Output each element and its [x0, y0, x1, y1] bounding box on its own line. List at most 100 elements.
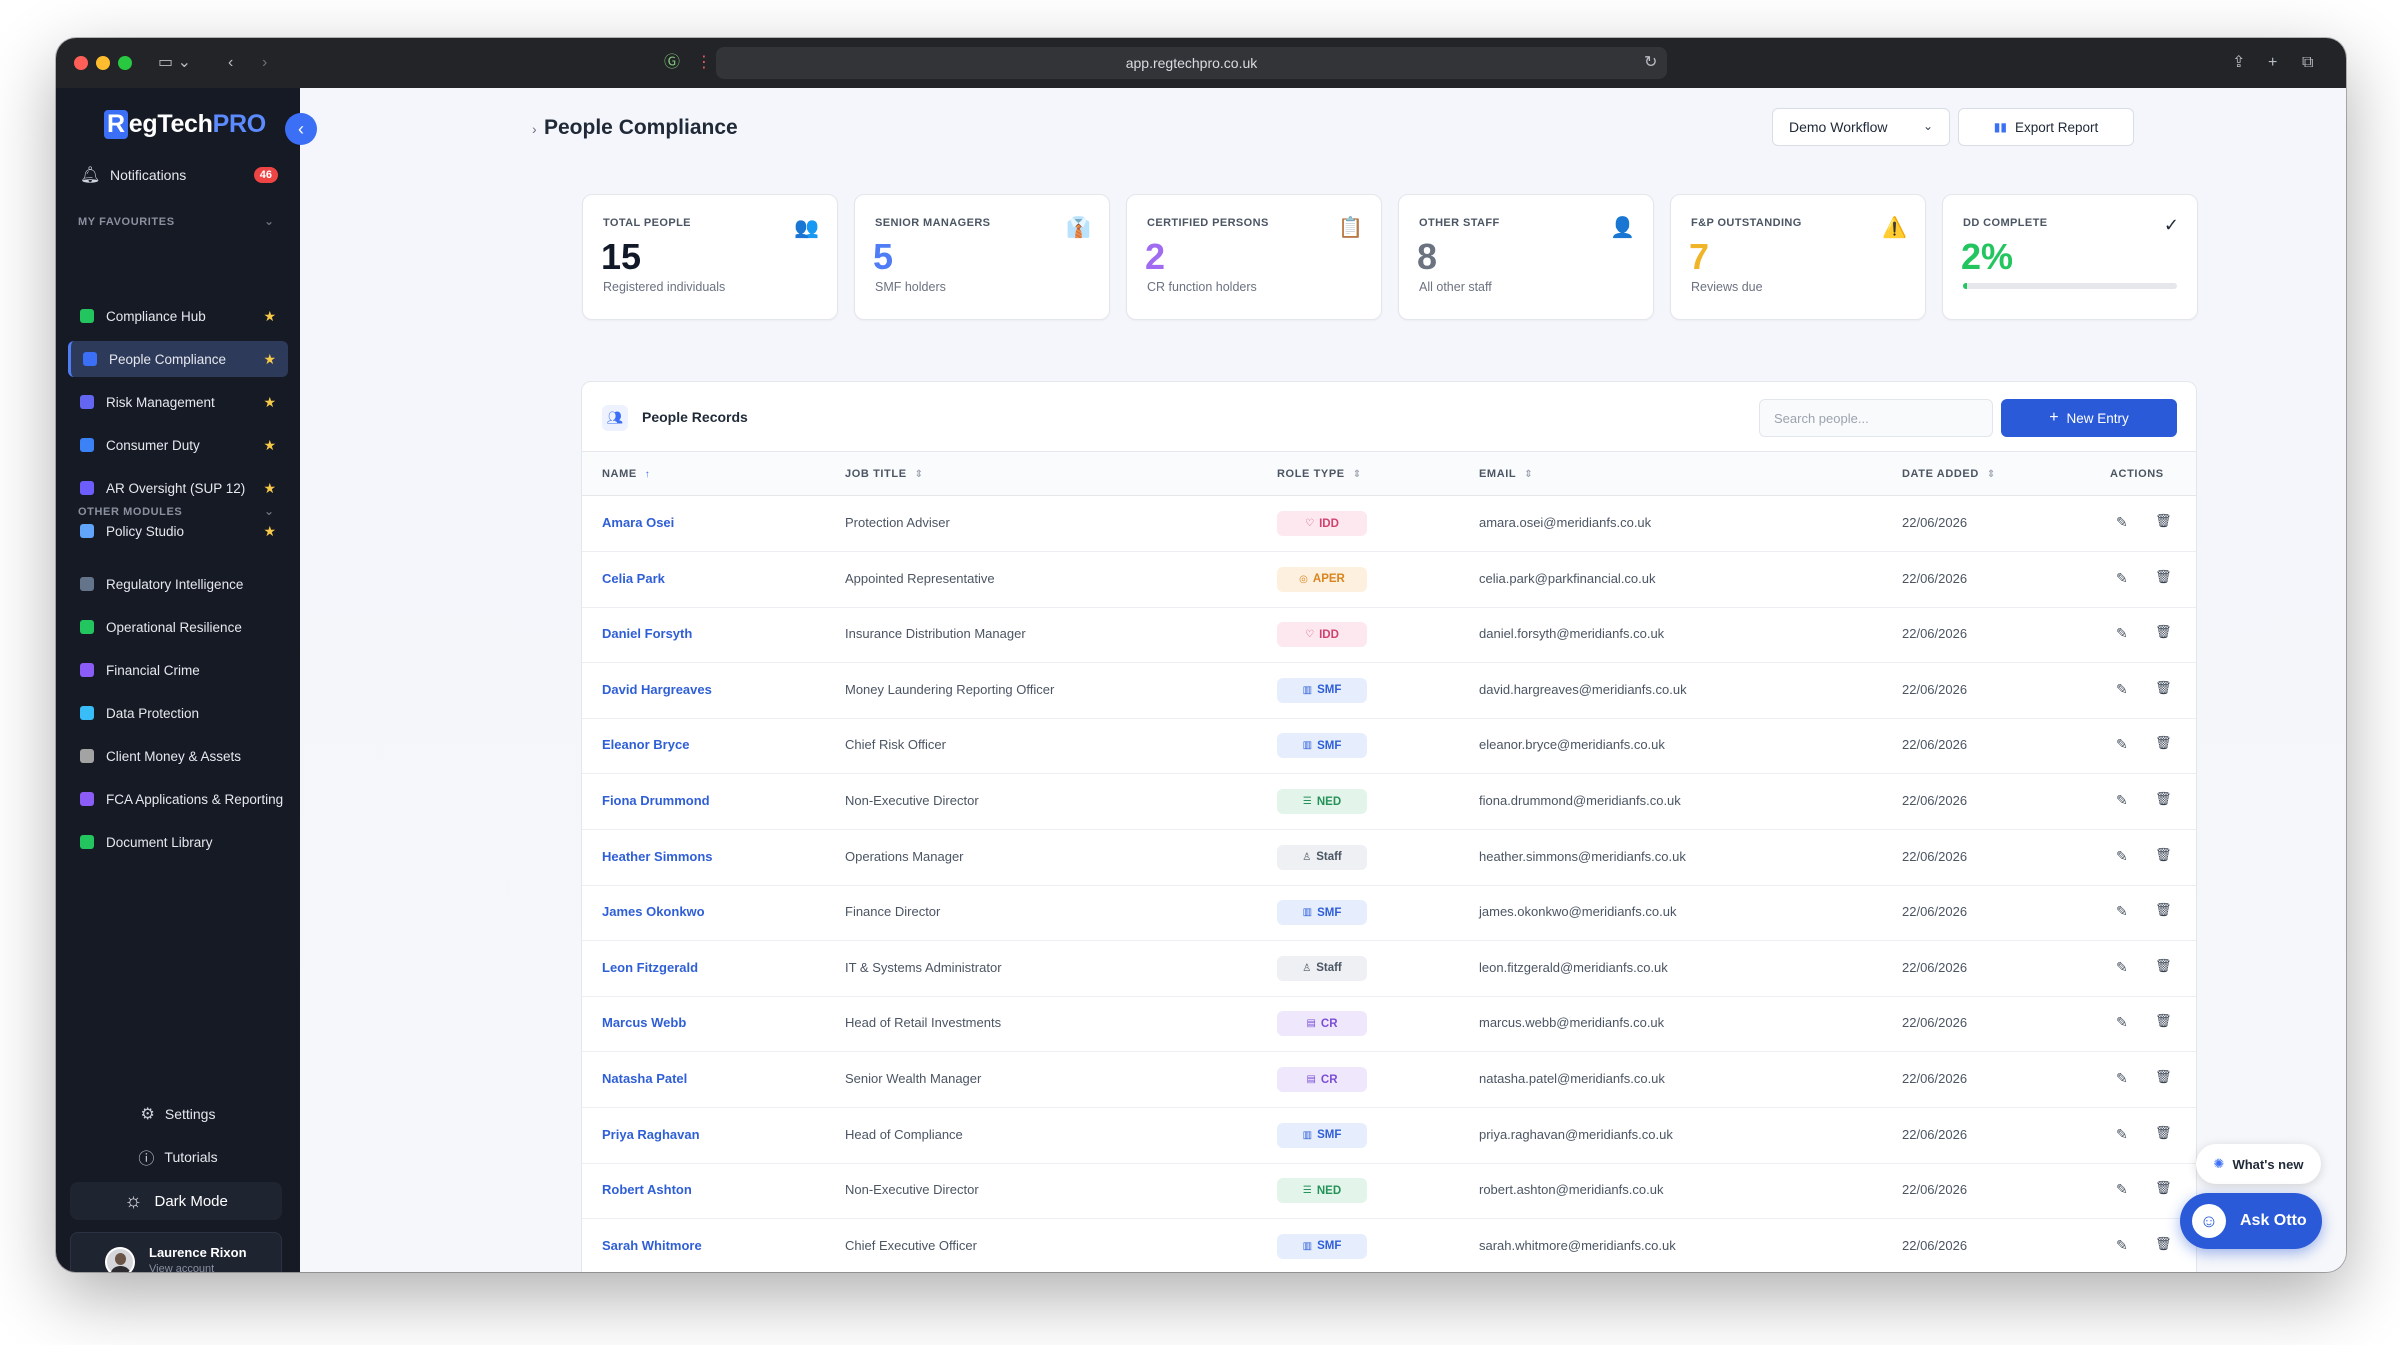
trash-icon[interactable]: 🗑︎: [2155, 568, 2172, 584]
trash-icon[interactable]: 🗑︎: [2155, 1180, 2172, 1196]
table-row[interactable]: Daniel Forsyth Insurance Distribution Man…: [582, 607, 2196, 664]
star-icon[interactable]: ★: [263, 350, 276, 367]
star-icon[interactable]: ★: [263, 479, 276, 496]
new-entry-button[interactable]: + New Entry: [2001, 399, 2177, 437]
person-name-link[interactable]: Marcus Webb: [602, 1015, 687, 1031]
edit-icon[interactable]: ✎: [2116, 792, 2128, 808]
edit-icon[interactable]: ✎: [2116, 903, 2128, 920]
person-name-link[interactable]: Robert Ashton: [602, 1182, 692, 1198]
table-row[interactable]: Priya Raghavan Head of Compliance ▥ SMF priy…: [582, 1108, 2196, 1164]
table-row[interactable]: Marcus Webb Head of Retail Investments ▤ CR…: [582, 996, 2196, 1053]
sidebar-item-client-money-assets[interactable]: Client Money & Assets: [68, 738, 288, 774]
edit-icon[interactable]: ✎: [2116, 847, 2128, 864]
dark-mode-toggle[interactable]: ☼ Dark Mode: [70, 1182, 282, 1220]
trash-icon[interactable]: 🗑︎: [2155, 957, 2172, 973]
sidebar-item-people-compliance[interactable]: People Compliance ★: [68, 341, 288, 377]
column-header-name[interactable]: NAME ↑: [602, 468, 651, 480]
address-bar[interactable]: app.regtechpro.co.uk: [716, 47, 1667, 79]
person-name-link[interactable]: Heather Simmons: [602, 848, 713, 864]
sidebar-item-policy-studio[interactable]: Policy Studio ★: [68, 513, 288, 549]
search-input[interactable]: [1759, 399, 1993, 437]
reload-icon[interactable]: ↻: [1644, 54, 1658, 71]
trash-icon[interactable]: 🗑︎: [2155, 735, 2172, 751]
sidebar-item-operational-resilience[interactable]: Operational Resilience: [68, 609, 288, 645]
share-icon[interactable]: ⇪: [2232, 54, 2246, 71]
trash-icon[interactable]: 🗑︎: [2155, 846, 2172, 862]
trash-icon[interactable]: 🗑︎: [2155, 679, 2172, 695]
export-report-button[interactable]: ▮▮ Export Report: [1958, 108, 2134, 146]
column-header-job-title[interactable]: JOB TITLE ⇕: [845, 468, 924, 480]
table-row[interactable]: Celia Park Appointed Representative ◎ APER c…: [582, 552, 2196, 608]
ask-otto-button[interactable]: ☺ Ask Otto: [2180, 1193, 2322, 1249]
close-window-button[interactable]: [74, 56, 88, 70]
grammarly-extension-icon[interactable]: Ⓖ: [664, 54, 681, 71]
workflow-select[interactable]: Demo Workflow ⌄: [1772, 108, 1950, 146]
column-header-role-type[interactable]: ROLE TYPE ⇕: [1277, 468, 1362, 480]
minimize-window-button[interactable]: [96, 56, 110, 70]
tab-overview-icon[interactable]: ⧉: [2302, 54, 2314, 71]
table-row[interactable]: Eleanor Bryce Chief Risk Officer ▥ SMF elean…: [582, 718, 2196, 775]
maximize-window-button[interactable]: [118, 56, 132, 70]
edit-icon[interactable]: ✎: [2116, 736, 2128, 753]
edit-icon[interactable]: ✎: [2116, 1236, 2128, 1253]
forward-icon[interactable]: ›: [262, 54, 268, 71]
trash-icon[interactable]: 🗑︎: [2155, 1013, 2172, 1029]
breadcrumb-chevron-icon[interactable]: ›: [532, 121, 537, 137]
person-name-link[interactable]: Daniel Forsyth: [602, 626, 693, 642]
table-row[interactable]: Sarah Whitmore Chief Executive Officer ▥ SM…: [582, 1219, 2196, 1272]
edit-icon[interactable]: ✎: [2116, 514, 2128, 530]
sidebar-item-compliance-hub[interactable]: Compliance Hub ★: [68, 298, 288, 334]
new-tab-icon[interactable]: +: [2268, 54, 2278, 71]
person-name-link[interactable]: Leon Fitzgerald: [602, 959, 699, 975]
trash-icon[interactable]: 🗑︎: [2155, 1124, 2172, 1140]
table-row[interactable]: Robert Ashton Non-Executive Director ☰ NED r…: [582, 1163, 2196, 1220]
account-button[interactable]: Laurence Rixon View account: [70, 1232, 282, 1272]
table-row[interactable]: David Hargreaves Money Laundering Reporti…: [582, 663, 2196, 719]
sidebar-item-consumer-duty[interactable]: Consumer Duty ★: [68, 427, 288, 463]
tutorials-item[interactable]: ⓘ Tutorials: [56, 1145, 300, 1169]
trash-icon[interactable]: 🗑︎: [2155, 1235, 2172, 1251]
person-name-link[interactable]: Sarah Whitmore: [602, 1237, 702, 1253]
person-name-link[interactable]: Priya Raghavan: [602, 1126, 700, 1142]
whats-new-button[interactable]: ✺ What's new: [2196, 1144, 2321, 1184]
sidebar-item-fca-applications-reporting[interactable]: FCA Applications & Reporting: [68, 781, 288, 817]
star-icon[interactable]: ★: [263, 522, 276, 539]
edit-icon[interactable]: ✎: [2116, 625, 2128, 642]
edit-icon[interactable]: ✎: [2116, 1125, 2128, 1142]
sidebar-item-regulatory-intelligence[interactable]: Regulatory Intelligence: [68, 566, 288, 602]
star-icon[interactable]: ★: [263, 436, 276, 453]
trash-icon[interactable]: 🗑︎: [2155, 624, 2172, 640]
edit-icon[interactable]: ✎: [2116, 569, 2128, 586]
trash-icon[interactable]: 🗑︎: [2155, 1069, 2172, 1084]
person-name-link[interactable]: Amara Osei: [602, 515, 675, 530]
star-icon[interactable]: ★: [263, 393, 276, 410]
sidebar-item-ar-oversight-sup-12[interactable]: AR Oversight (SUP 12) ★: [68, 470, 288, 506]
table-row[interactable]: Natasha Patel Senior Wealth Manager ▤ CR nat…: [582, 1052, 2196, 1108]
column-header-date-added[interactable]: DATE ADDED ⇕: [1902, 468, 1996, 480]
edit-icon[interactable]: ✎: [2116, 958, 2128, 975]
person-name-link[interactable]: Eleanor Bryce: [602, 737, 690, 753]
trash-icon[interactable]: 🗑︎: [2155, 791, 2172, 806]
table-row[interactable]: James Okonkwo Finance Director ▥ SMF james.o…: [582, 885, 2196, 942]
sidebar-item-financial-crime[interactable]: Financial Crime: [68, 652, 288, 688]
edit-icon[interactable]: ✎: [2116, 1181, 2128, 1198]
trash-icon[interactable]: 🗑︎: [2155, 902, 2172, 918]
table-row[interactable]: Leon Fitzgerald IT & Systems Administrato…: [582, 941, 2196, 997]
person-name-link[interactable]: Fiona Drummond: [602, 793, 710, 808]
sidebar-item-document-library[interactable]: Document Library: [68, 824, 288, 860]
edit-icon[interactable]: ✎: [2116, 680, 2128, 697]
back-icon[interactable]: ‹: [228, 54, 234, 71]
collapse-sidebar-button[interactable]: ‹: [285, 113, 317, 145]
table-row[interactable]: Amara Osei Protection Adviser ♡ IDD amara.os…: [582, 496, 2196, 552]
settings-item[interactable]: ⚙ Settings: [140, 1106, 216, 1123]
trash-icon[interactable]: 🗑︎: [2155, 513, 2172, 528]
person-name-link[interactable]: Celia Park: [602, 570, 665, 586]
favourites-section-title[interactable]: MY FAVOURITES ⌄: [78, 214, 275, 228]
other-modules-section-title[interactable]: OTHER MODULES ⌄: [78, 504, 275, 518]
sidebar-item-data-protection[interactable]: Data Protection: [68, 695, 288, 731]
table-row[interactable]: Heather Simmons Operations Manager ♙ Staff h…: [582, 830, 2196, 886]
person-name-link[interactable]: Natasha Patel: [602, 1071, 688, 1086]
sidebar-item-risk-management[interactable]: Risk Management ★: [68, 384, 288, 420]
edit-icon[interactable]: ✎: [2116, 1014, 2128, 1031]
